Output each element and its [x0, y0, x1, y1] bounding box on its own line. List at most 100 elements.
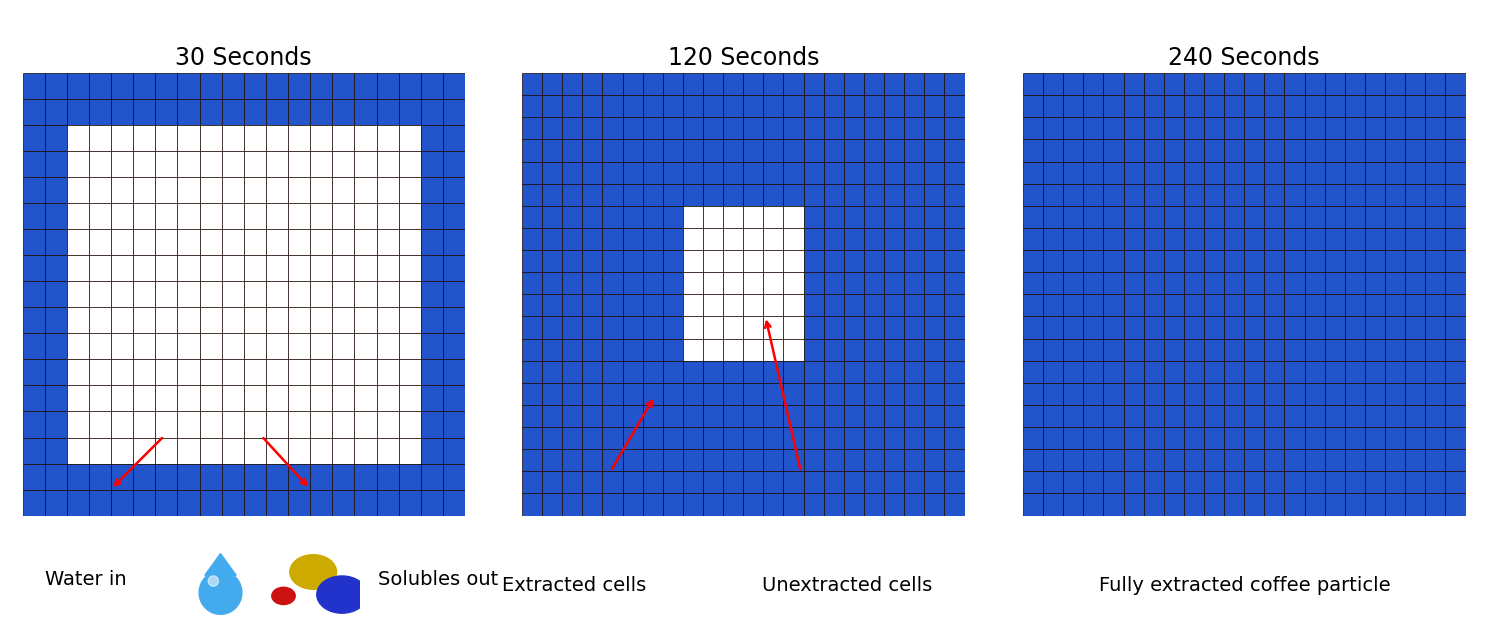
- Bar: [1324, 161, 1346, 184]
- Bar: [156, 125, 177, 151]
- Bar: [1425, 228, 1446, 250]
- Bar: [522, 294, 542, 316]
- Bar: [442, 334, 465, 360]
- Bar: [764, 316, 783, 339]
- Bar: [1384, 184, 1406, 206]
- Bar: [1365, 383, 1384, 405]
- Bar: [522, 494, 542, 516]
- Bar: [1104, 405, 1124, 427]
- Bar: [1023, 449, 1042, 472]
- Bar: [1224, 139, 1245, 161]
- Bar: [45, 99, 66, 125]
- Bar: [134, 229, 156, 255]
- Bar: [904, 449, 924, 472]
- Bar: [924, 184, 945, 206]
- Bar: [399, 385, 420, 411]
- Bar: [844, 206, 864, 228]
- Bar: [1143, 272, 1164, 294]
- Bar: [22, 489, 45, 516]
- Bar: [1224, 228, 1245, 250]
- Bar: [864, 95, 883, 117]
- Bar: [642, 472, 663, 494]
- Bar: [1425, 250, 1446, 272]
- Bar: [1143, 250, 1164, 272]
- Bar: [824, 95, 844, 117]
- Bar: [1164, 250, 1184, 272]
- Bar: [864, 161, 883, 184]
- Circle shape: [316, 576, 368, 613]
- Bar: [88, 73, 111, 99]
- Bar: [1224, 427, 1245, 449]
- Bar: [1104, 250, 1124, 272]
- Bar: [88, 437, 111, 463]
- Bar: [1365, 73, 1384, 95]
- Bar: [824, 494, 844, 516]
- Bar: [704, 272, 723, 294]
- Bar: [622, 494, 642, 516]
- Bar: [1124, 206, 1143, 228]
- Bar: [704, 117, 723, 139]
- Bar: [1245, 339, 1264, 361]
- Bar: [376, 177, 399, 203]
- Bar: [804, 405, 824, 427]
- Bar: [582, 427, 603, 449]
- Bar: [1264, 250, 1284, 272]
- Bar: [1083, 228, 1104, 250]
- Bar: [66, 177, 88, 203]
- Bar: [945, 316, 964, 339]
- Bar: [542, 494, 562, 516]
- Bar: [603, 405, 622, 427]
- Bar: [663, 250, 682, 272]
- Bar: [1264, 139, 1284, 161]
- Bar: [704, 383, 723, 405]
- Bar: [1305, 339, 1324, 361]
- Bar: [622, 472, 642, 494]
- Bar: [1346, 139, 1365, 161]
- Bar: [1245, 427, 1264, 449]
- Bar: [622, 95, 642, 117]
- Bar: [804, 472, 824, 494]
- Bar: [1023, 405, 1042, 427]
- Bar: [288, 203, 310, 229]
- Bar: [111, 125, 134, 151]
- Bar: [111, 151, 134, 177]
- Bar: [783, 117, 804, 139]
- Bar: [682, 494, 703, 516]
- Bar: [783, 294, 804, 316]
- Bar: [783, 161, 804, 184]
- Bar: [177, 255, 200, 281]
- Bar: [904, 405, 924, 427]
- Bar: [1425, 161, 1446, 184]
- Bar: [663, 405, 682, 427]
- Bar: [582, 206, 603, 228]
- Bar: [824, 117, 844, 139]
- Bar: [1346, 73, 1365, 95]
- Bar: [1164, 73, 1184, 95]
- Bar: [924, 427, 945, 449]
- Bar: [1224, 316, 1245, 339]
- Bar: [376, 99, 399, 125]
- Bar: [200, 308, 222, 334]
- Bar: [744, 250, 764, 272]
- Bar: [1264, 161, 1284, 184]
- Bar: [603, 184, 622, 206]
- Bar: [582, 184, 603, 206]
- Bar: [744, 405, 764, 427]
- Bar: [603, 316, 622, 339]
- Bar: [1124, 228, 1143, 250]
- Bar: [45, 73, 66, 99]
- Bar: [1324, 316, 1346, 339]
- Bar: [1124, 494, 1143, 516]
- Bar: [66, 99, 88, 125]
- Bar: [582, 405, 603, 427]
- Bar: [864, 449, 883, 472]
- Bar: [243, 99, 266, 125]
- Bar: [562, 361, 582, 383]
- Bar: [1384, 294, 1406, 316]
- Bar: [744, 494, 764, 516]
- Bar: [764, 73, 783, 95]
- Bar: [1406, 139, 1425, 161]
- Bar: [1143, 184, 1164, 206]
- Bar: [1406, 73, 1425, 95]
- Bar: [1023, 95, 1042, 117]
